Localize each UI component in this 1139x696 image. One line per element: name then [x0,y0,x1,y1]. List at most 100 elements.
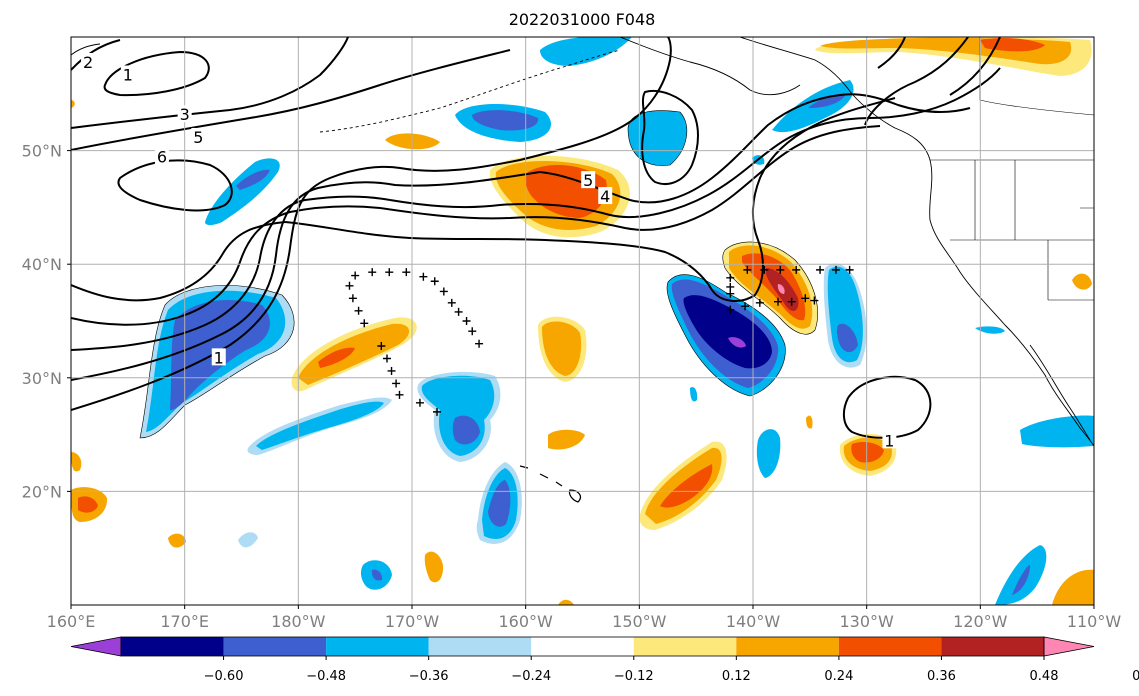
stipple-plus [816,265,825,274]
colorbar-segment [838,637,942,656]
contour-label: 1 [214,348,224,367]
hawaiian-islands [519,465,582,503]
pos-anomaly-24n-inner [851,442,884,463]
pos-anomaly-bottom-mid [558,599,574,605]
stipple-plus [755,298,764,307]
contour-label: 5 [193,128,203,147]
pos-anomaly-23n-160e [71,452,82,472]
neg-anomaly-dipole-inner [683,295,772,369]
stipple-plus [377,341,386,350]
y-tick-label: 40°N [22,255,62,274]
neg-anomaly-bottom-right-inner [1012,565,1030,595]
stipple-plus [726,289,735,298]
colorbar-extend-low [70,636,122,657]
y-axis-ticks: 20°N 30°N 40°N 50°N [22,142,71,501]
contour-line-3-north [71,37,349,129]
stipple-plus [447,298,456,307]
stipple-plus [726,282,735,291]
stipple-plus [726,305,735,314]
pos-anomaly-25n-133w [806,415,813,429]
contour-label-bg [177,105,192,123]
stipple-plus [368,268,377,277]
stipple-plus [468,327,477,336]
contour-line-1-west [71,37,672,411]
contour-line-ridge-3 [877,37,906,69]
neg-anomaly-48n-inner [236,169,270,190]
colorbar-segment [941,637,1044,656]
kamchatka-coast [71,43,101,56]
x-tick-label: 160°E [47,612,96,631]
contour-line-trough [284,97,896,302]
aleutian-islands [319,49,621,133]
x-tick-label: 170°E [160,612,209,631]
stipple-plus [845,265,854,274]
colorbar-tick-label: 0.60 [1132,669,1139,684]
pos-anomaly-33n-mid [298,323,410,385]
neg-anomaly-24n-120w [1020,415,1094,448]
x-tick-label: 150°W [612,612,667,631]
stipple-markers [345,265,854,416]
neg-anomaly-12n-174w-inner [371,569,383,581]
contour-line-east-3 [379,125,881,231]
colorbar-segment [633,637,737,656]
contour-line-inner-trough [641,90,699,185]
contour-line-1-east [842,375,932,439]
colorbar-segment [736,637,839,656]
contour-line-east-1 [539,93,971,204]
pos-anomaly-55n-160e [71,100,75,108]
coastlines [71,37,1094,503]
us-state-lines [930,159,1094,301]
contour-label-bg [882,431,897,449]
x-tick-label: 160°W [498,612,553,631]
outline-38n [722,241,818,335]
neg-anomaly-30n-140w [690,387,698,402]
contour-line-6 [117,159,233,212]
neg-anomaly-54n-inner [472,110,539,131]
x-tick-label: 140°W [726,612,781,631]
neg-anomaly-34n-123w [975,326,1005,334]
outline-53n [627,110,688,166]
contour-line-1-north [103,50,210,97]
neg-anomaly-16n-180 [238,532,258,548]
stipple-plus [462,317,471,325]
neg-anomaly-28n-inner [452,415,480,445]
stipple-plus [776,265,785,274]
colorbar-segment [121,637,224,656]
stipple-plus [360,319,369,328]
contour-line-5-west [71,221,286,302]
stipple-plus [348,294,357,303]
colorbar-extend-high [1043,636,1095,657]
stipple-plus [792,265,801,274]
colorbar-segment [326,637,429,656]
stipple-plus [402,268,411,277]
stipple-plus [415,398,424,407]
map-frame [70,36,1095,606]
canada-border [979,37,1094,116]
colorbar-tick-label: −0.12 [614,669,654,684]
contour-line-east-2 [389,67,1001,219]
y-tick-label: 20°N [22,482,62,501]
stipple-plus [395,390,404,399]
colorbar-tick-label: 0.36 [927,669,956,684]
pos-anomaly-25n-158w [548,429,585,450]
colorbar-tick-label: 0.24 [824,669,853,684]
north-america-coast [739,37,1094,447]
stipple-plus [439,287,448,296]
colorbar: −0.60 −0.48 −0.36 −0.24 −0.12 0.12 0.24 0.36 0.4… [70,636,1139,684]
colorbar-tick-label: −0.48 [306,669,346,684]
contour-line-3 [71,195,391,351]
stipple-plus [475,339,484,348]
contour-line-ridge [864,37,969,126]
pos-anomaly-bottom-right [1052,569,1094,605]
colorbar-frame [120,636,1045,657]
pos-anomaly-20n-inner [660,464,713,508]
stipple-plus [810,296,819,305]
neg-anomaly-bottom-right [995,545,1047,605]
contour-label: 5 [583,171,593,190]
contour-label: 1 [123,65,133,84]
pos-anomaly-33n-155w-inner [542,321,582,376]
stipple-plus [430,277,439,286]
contour-label-bg [81,52,96,70]
stipple-plus [419,272,428,281]
